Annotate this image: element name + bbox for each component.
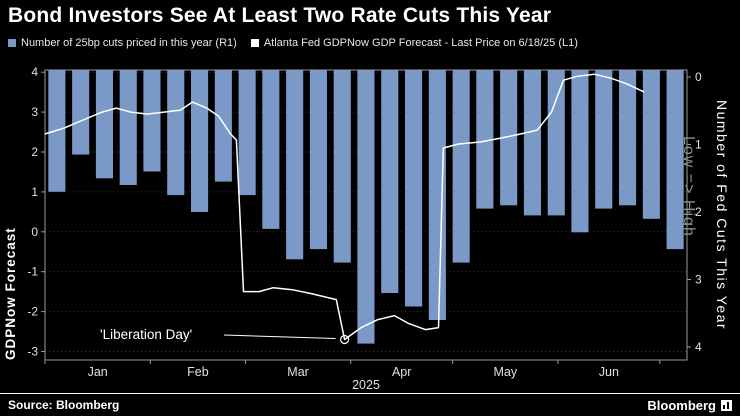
gdpnow-line [44, 73, 645, 341]
legend-label-cuts: Number of 25bp cuts priced in this year … [21, 37, 237, 49]
cuts-bar [642, 70, 660, 219]
line-series-swatch-icon [250, 39, 259, 47]
left-tick-label: -2 [27, 305, 38, 319]
plot-frame [44, 69, 688, 361]
right-tick-label: 0 [695, 70, 702, 84]
legend: Number of 25bp cuts priced in this year … [8, 37, 578, 49]
cuts-bar [452, 70, 470, 263]
annotation-pointer-line [223, 334, 336, 339]
month-label: Feb [187, 365, 209, 379]
legend-item-cuts: Number of 25bp cuts priced in this year … [8, 37, 237, 49]
bloomberg-logo: Bloomberg [647, 398, 732, 413]
cuts-bar [476, 70, 494, 209]
cuts-bar [500, 70, 518, 206]
cuts-bar [95, 70, 113, 179]
year-label: 2025 [352, 378, 380, 392]
right-tick-label: 3 [695, 273, 702, 287]
source-label: Source: Bloomberg [8, 398, 120, 412]
left-tick-label: 4 [31, 65, 38, 79]
chart-title: Bond Investors See At Least Two Rate Cut… [8, 4, 552, 27]
cuts-bar [666, 70, 684, 250]
month-label: Jun [599, 365, 619, 379]
cuts-bar [405, 70, 423, 307]
legend-item-gdpnow: Atlanta Fed GDPNow GDP Forecast - Last P… [250, 37, 578, 49]
liberation-day-annotation: 'Liberation Day' [100, 327, 192, 342]
left-tick-label: 3 [31, 105, 38, 119]
cuts-bar [238, 70, 256, 196]
bloomberg-wordmark: Bloomberg [647, 397, 716, 413]
footer: Source: Bloomberg Bloomberg [0, 393, 740, 416]
cuts-bar [72, 70, 90, 155]
month-label: May [493, 365, 517, 379]
cuts-bar [119, 70, 137, 185]
month-label: Jan [88, 365, 108, 379]
left-tick-label: 0 [31, 225, 38, 239]
left-tick-label: 1 [31, 185, 38, 199]
cuts-bars [48, 70, 684, 344]
month-label: Apr [392, 365, 411, 379]
cuts-bar [214, 70, 232, 182]
cuts-bar [143, 70, 161, 172]
month-label: Mar [287, 365, 309, 379]
cuts-bar [333, 70, 351, 263]
left-tick-label: -3 [27, 344, 38, 358]
cuts-bar [262, 70, 280, 229]
cuts-bar [286, 70, 304, 260]
left-tick-label: 2 [31, 145, 38, 159]
cuts-bar [309, 70, 327, 250]
right-tick-label: 2 [695, 205, 702, 219]
line-low-point-marker [340, 334, 350, 345]
cuts-bar [428, 70, 446, 320]
right-axis-title: Number of Fed Cuts This Year [714, 99, 730, 331]
cuts-bar [48, 70, 66, 192]
right-axis-low-high-label: Low => High [680, 136, 697, 237]
cuts-bar [523, 70, 541, 216]
cuts-bar [619, 70, 637, 206]
cuts-bar [381, 70, 399, 293]
cuts-bar [191, 70, 209, 212]
left-tick-label: -1 [27, 265, 38, 279]
legend-label-gdpnow: Atlanta Fed GDPNow GDP Forecast - Last P… [263, 37, 578, 49]
cuts-bar [547, 70, 565, 216]
cuts-bar [357, 70, 375, 344]
bar-series-swatch-icon [8, 39, 16, 47]
right-tick-label: 1 [695, 138, 702, 152]
cuts-bar [595, 70, 613, 209]
right-tick-label: 4 [695, 340, 702, 354]
cuts-bar [571, 70, 589, 233]
bloomberg-logo-icon [721, 399, 732, 411]
cuts-bar [167, 70, 185, 196]
